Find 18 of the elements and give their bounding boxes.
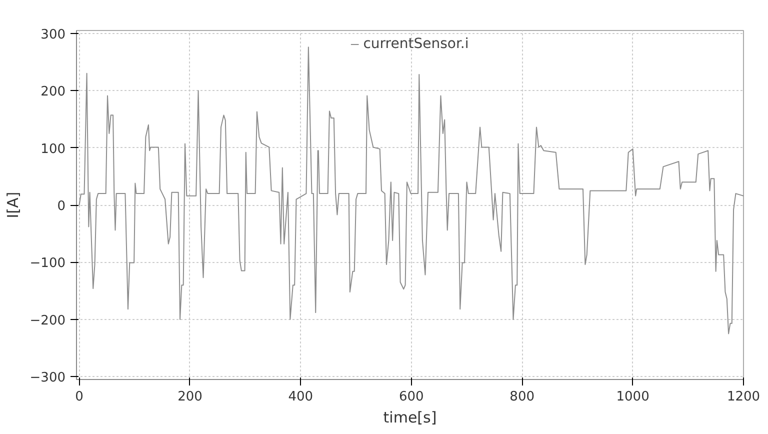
x-tick-label: 600	[398, 390, 424, 404]
y-tick-label: −100	[30, 256, 66, 272]
x-tick-label: 1000	[616, 390, 650, 404]
y-tick-label: −300	[30, 370, 66, 386]
y-tick-label: −200	[30, 313, 66, 328]
x-tick-label: 0	[75, 390, 84, 404]
x-tick-label: 400	[288, 390, 314, 404]
x-tick-label: 1200	[726, 390, 760, 404]
y-tick-label: 0	[57, 199, 66, 214]
legend-label: currentSensor.i	[363, 36, 469, 52]
x-tick-label: 200	[178, 390, 202, 404]
y-tick-label: 100	[40, 142, 66, 157]
x-axis-title: time[s]	[383, 408, 437, 426]
line-series	[78, 46, 744, 334]
y-tick-label: 300	[40, 27, 66, 42]
y-tick-label: 200	[40, 84, 66, 100]
x-tick-label: 800	[510, 390, 535, 404]
y-axis-title: I[A]	[4, 192, 22, 218]
